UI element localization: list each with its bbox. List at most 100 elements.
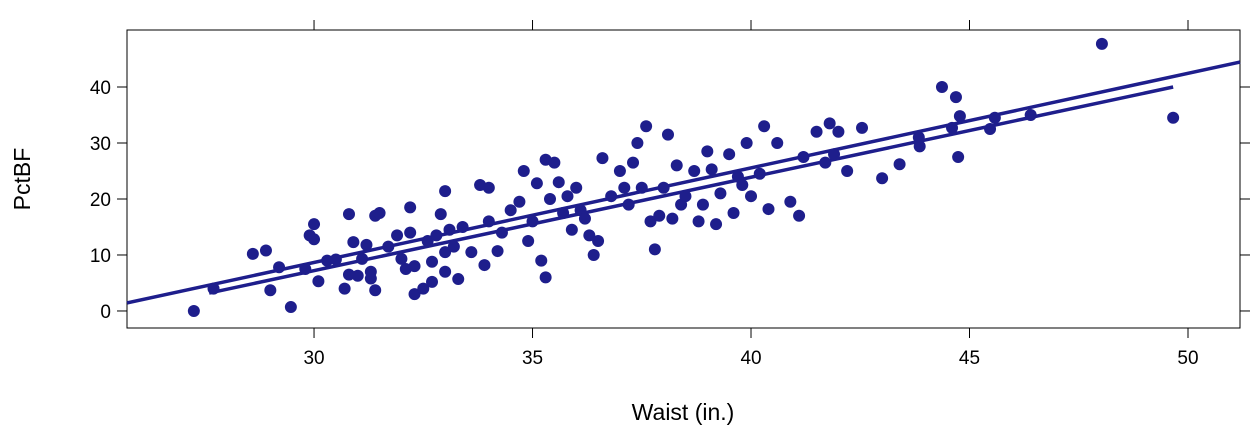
x-tick-label: 35	[522, 348, 543, 369]
point	[949, 91, 962, 104]
point	[308, 233, 321, 246]
point	[696, 198, 709, 211]
point	[284, 301, 297, 314]
point	[561, 190, 574, 203]
point	[395, 252, 408, 265]
point	[740, 136, 753, 149]
point	[893, 158, 906, 171]
point	[679, 190, 692, 203]
point	[342, 208, 355, 221]
point	[723, 148, 736, 161]
point	[618, 181, 631, 194]
point	[391, 229, 404, 242]
point	[535, 254, 548, 267]
point	[544, 192, 557, 205]
point	[273, 261, 286, 274]
point	[913, 140, 926, 153]
x-tick-label: 45	[959, 348, 980, 369]
point	[478, 259, 491, 272]
y-tick-label: 30	[90, 134, 111, 155]
point	[207, 282, 220, 295]
fit-line	[208, 85, 1174, 295]
point	[408, 288, 421, 301]
point	[482, 215, 495, 228]
point	[657, 181, 670, 194]
point	[369, 284, 382, 297]
point	[347, 236, 360, 249]
point	[592, 234, 605, 247]
point	[635, 181, 648, 194]
point	[382, 240, 395, 253]
point	[452, 273, 465, 286]
x-tick-label: 30	[303, 348, 324, 369]
point	[819, 156, 832, 169]
point	[648, 243, 661, 256]
point	[832, 125, 845, 138]
point	[701, 145, 714, 158]
point	[622, 198, 635, 211]
point	[421, 234, 434, 247]
point	[504, 204, 517, 217]
point	[670, 159, 683, 172]
point	[430, 229, 443, 242]
point	[342, 268, 355, 281]
point	[912, 131, 925, 144]
point	[356, 252, 369, 265]
point	[640, 120, 653, 133]
point	[329, 253, 342, 266]
point	[953, 110, 966, 123]
point	[373, 206, 386, 219]
point	[984, 122, 997, 135]
point	[758, 120, 771, 133]
point	[705, 163, 718, 176]
point	[364, 272, 377, 285]
point	[548, 156, 561, 169]
y-tick-label: 0	[100, 302, 111, 323]
plot-frame	[126, 29, 1241, 329]
point	[246, 247, 259, 260]
point	[517, 164, 530, 177]
point	[753, 167, 766, 180]
point	[688, 164, 701, 177]
point	[823, 117, 836, 130]
point	[439, 265, 452, 278]
point	[491, 245, 504, 258]
point	[952, 150, 965, 163]
fit-line	[126, 60, 1241, 305]
point	[644, 215, 657, 228]
point	[447, 240, 460, 253]
point	[587, 248, 600, 261]
point	[264, 284, 277, 297]
point	[426, 255, 439, 268]
point	[408, 260, 421, 273]
point	[946, 121, 959, 134]
point	[1095, 37, 1108, 50]
point	[439, 246, 452, 259]
point	[1167, 111, 1180, 124]
y-axis-title: PctBF	[9, 148, 35, 211]
point	[526, 215, 539, 228]
point	[856, 121, 869, 134]
point	[308, 218, 321, 231]
point	[570, 181, 583, 194]
point	[456, 220, 469, 233]
point	[439, 185, 452, 198]
point	[351, 269, 364, 282]
point	[935, 81, 948, 94]
point	[828, 148, 841, 161]
point	[565, 223, 578, 236]
x-tick-label: 40	[740, 348, 761, 369]
point	[841, 164, 854, 177]
point	[187, 304, 200, 317]
point	[784, 195, 797, 208]
point	[810, 125, 823, 138]
point	[605, 190, 618, 203]
y-tick-label: 40	[90, 78, 111, 99]
point	[321, 254, 334, 267]
point	[876, 172, 889, 185]
point	[539, 271, 552, 284]
point	[434, 208, 447, 221]
point	[1024, 108, 1037, 121]
point	[727, 206, 740, 219]
